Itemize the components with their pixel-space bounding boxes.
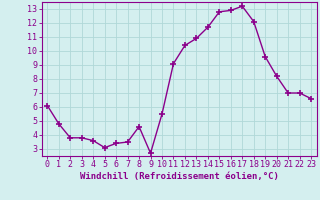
X-axis label: Windchill (Refroidissement éolien,°C): Windchill (Refroidissement éolien,°C) bbox=[80, 172, 279, 181]
